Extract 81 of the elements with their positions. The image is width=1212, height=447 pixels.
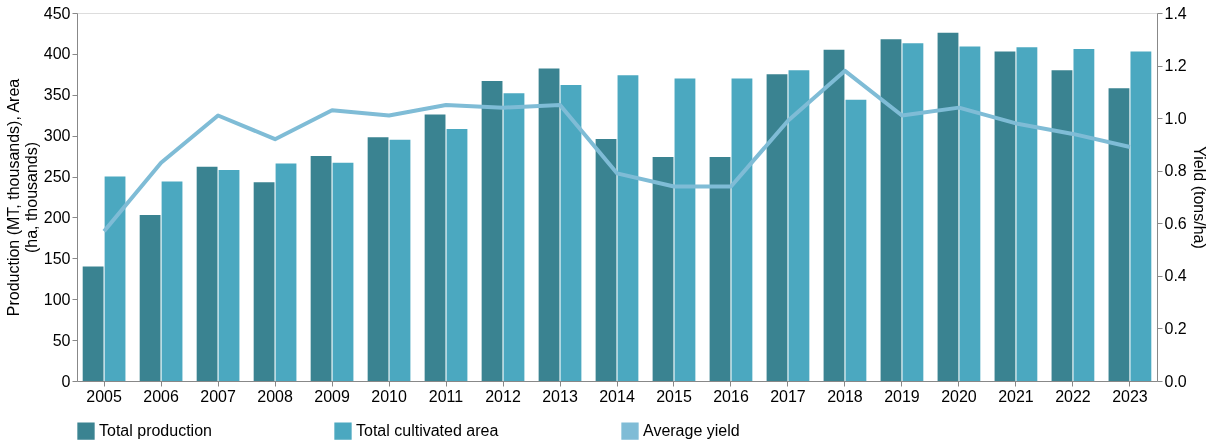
bar	[367, 137, 389, 381]
bar	[709, 156, 731, 381]
x-tick-label: 2017	[770, 387, 806, 405]
y2-tick-label: 1.0	[1164, 109, 1187, 127]
bar	[1016, 47, 1038, 381]
x-tick-label: 2023	[1112, 387, 1148, 405]
bar	[937, 32, 959, 381]
bar	[959, 46, 981, 381]
bar	[196, 166, 218, 381]
y-tick-label: 300	[43, 127, 71, 145]
bar	[560, 84, 582, 381]
y-tick-label: 0	[61, 372, 71, 390]
y2-tick-label: 0.6	[1164, 214, 1187, 232]
bar	[823, 49, 845, 381]
bar	[1108, 88, 1130, 381]
x-tick-label: 2006	[143, 387, 179, 405]
x-tick-label: 2022	[1055, 387, 1091, 405]
y2-tick-label: 0.0	[1164, 372, 1187, 390]
x-tick-label: 2011	[428, 387, 464, 405]
y2-axis-title: Yield (tons/ha)	[1190, 146, 1208, 249]
x-tick-label: 2015	[656, 387, 692, 405]
bar	[788, 70, 810, 381]
y-tick-label: 250	[43, 168, 71, 186]
bar	[731, 78, 753, 381]
line-series	[102, 68, 1132, 234]
x-tick-label: 2012	[485, 387, 521, 405]
y-tick-label: 350	[43, 86, 71, 104]
y2-tick-label: 1.4	[1164, 4, 1187, 22]
bar	[617, 75, 639, 381]
bar	[766, 74, 788, 381]
legend-label: Average yield	[643, 422, 740, 440]
bar	[161, 181, 183, 381]
x-tick-label: 2018	[827, 387, 863, 405]
bar	[538, 68, 560, 381]
bar	[1051, 70, 1073, 381]
bar	[674, 78, 696, 381]
bar	[902, 43, 924, 381]
bar	[310, 156, 332, 381]
x-tick-label: 2008	[257, 387, 293, 405]
x-tick-label: 2007	[200, 387, 236, 405]
y2-tick-label: 0.4	[1164, 267, 1187, 285]
bar	[446, 129, 468, 381]
y2-tick-label: 0.2	[1164, 319, 1187, 337]
y-tick-label: 50	[52, 331, 71, 349]
bar	[1130, 51, 1152, 381]
bar	[332, 162, 354, 381]
x-tick-label: 2005	[86, 387, 122, 405]
bar	[139, 214, 161, 381]
bar	[389, 139, 411, 381]
bar	[253, 182, 275, 381]
legend-label: Total production	[99, 422, 212, 440]
x-tick-label: 2020	[941, 387, 977, 405]
x-tick-label: 2019	[884, 387, 920, 405]
bar	[104, 176, 126, 381]
x-tick-label: 2013	[542, 387, 578, 405]
x-tick-label: 2010	[371, 387, 407, 405]
bar	[218, 170, 240, 381]
bar	[845, 99, 867, 381]
y-tick-label: 200	[43, 208, 71, 226]
bar	[595, 138, 617, 381]
y2-tick-label: 1.2	[1164, 57, 1187, 75]
y-axis-title: Production (MT, thousands), Area (ha, thousands)	[4, 78, 40, 317]
bar	[880, 39, 902, 381]
bar	[424, 114, 446, 381]
x-tick-label: 2021	[998, 387, 1034, 405]
y2-tick-label: 0.8	[1164, 162, 1187, 180]
bar	[481, 80, 503, 381]
y-tick-label: 100	[43, 290, 71, 308]
x-tick-label: 2009	[314, 387, 350, 405]
bar	[994, 51, 1016, 381]
y-tick-label: 400	[43, 45, 71, 63]
bar	[1073, 48, 1095, 381]
x-tick-label: 2014	[599, 387, 635, 405]
y-tick-label: 450	[43, 4, 71, 22]
bar	[82, 266, 104, 381]
bar	[275, 163, 297, 381]
x-tick-label: 2016	[713, 387, 749, 405]
bar	[652, 156, 674, 381]
y-tick-label: 150	[43, 249, 71, 267]
bar	[503, 93, 525, 381]
legend-label: Total cultivated area	[356, 422, 499, 440]
